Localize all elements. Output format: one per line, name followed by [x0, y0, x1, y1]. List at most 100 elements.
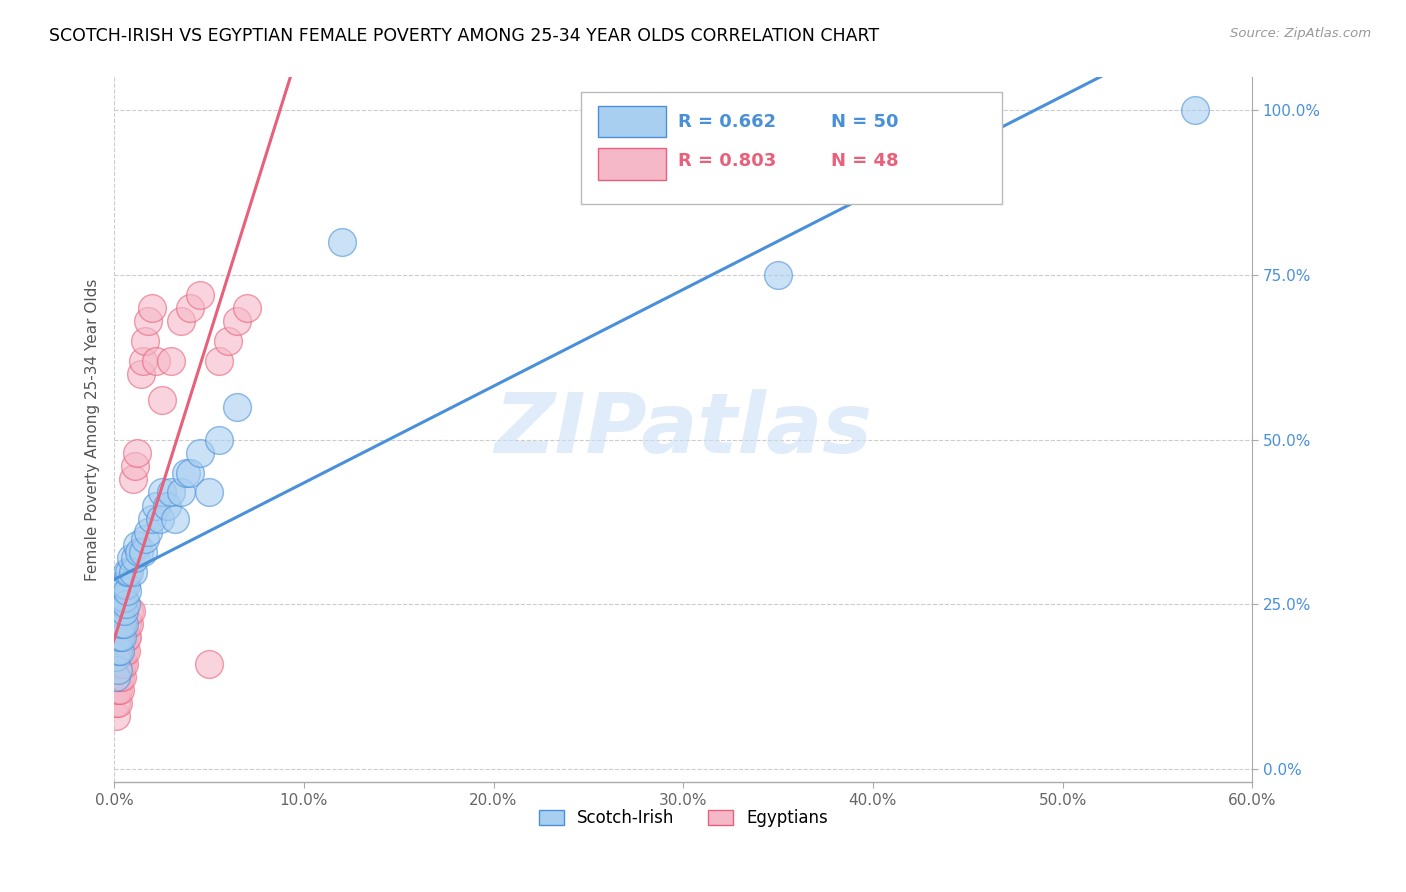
Text: ZIPatlas: ZIPatlas — [495, 390, 872, 470]
Point — [114, 578, 136, 592]
Point — [169, 314, 191, 328]
Point — [118, 565, 141, 579]
Point — [125, 538, 148, 552]
Point — [111, 657, 134, 671]
Point — [145, 353, 167, 368]
Point — [108, 683, 131, 698]
Point — [188, 288, 211, 302]
Point — [108, 643, 131, 657]
Point — [111, 643, 134, 657]
Point — [107, 657, 129, 671]
Point — [131, 545, 153, 559]
Point — [766, 268, 789, 282]
Point — [236, 301, 259, 315]
Point — [108, 591, 131, 605]
Point — [217, 334, 239, 348]
Text: N = 50: N = 50 — [831, 113, 898, 131]
Point — [105, 650, 128, 665]
Point — [134, 334, 156, 348]
Text: R = 0.662: R = 0.662 — [678, 113, 776, 131]
Point — [226, 314, 249, 328]
Point — [160, 485, 183, 500]
Point — [128, 545, 150, 559]
Text: R = 0.803: R = 0.803 — [678, 153, 776, 170]
Point — [149, 512, 172, 526]
Point — [111, 617, 134, 632]
Point — [118, 617, 141, 632]
Point — [160, 353, 183, 368]
Point — [107, 643, 129, 657]
Point — [120, 551, 142, 566]
Point — [112, 578, 135, 592]
Point — [134, 532, 156, 546]
Point — [1184, 103, 1206, 118]
Text: Source: ZipAtlas.com: Source: ZipAtlas.com — [1230, 27, 1371, 40]
Point — [330, 235, 353, 249]
Point — [105, 631, 128, 645]
Point — [105, 683, 128, 698]
Point — [108, 617, 131, 632]
Point — [156, 499, 179, 513]
Point — [107, 696, 129, 710]
Point — [129, 367, 152, 381]
Y-axis label: Female Poverty Among 25-34 Year Olds: Female Poverty Among 25-34 Year Olds — [86, 278, 100, 581]
Point — [105, 643, 128, 657]
Point — [107, 683, 129, 698]
Point — [108, 657, 131, 671]
Point — [136, 314, 159, 328]
Point — [207, 353, 229, 368]
Point — [169, 485, 191, 500]
Point — [108, 604, 131, 618]
Point — [141, 512, 163, 526]
Point — [131, 353, 153, 368]
Point — [145, 499, 167, 513]
Point — [198, 485, 221, 500]
Point — [107, 643, 129, 657]
Point — [125, 446, 148, 460]
Point — [111, 578, 134, 592]
Point — [179, 301, 201, 315]
Point — [122, 565, 145, 579]
Point — [120, 604, 142, 618]
Point — [174, 466, 197, 480]
Point — [107, 664, 129, 678]
FancyBboxPatch shape — [598, 148, 666, 179]
Point — [163, 512, 186, 526]
Text: N = 48: N = 48 — [831, 153, 898, 170]
Point — [107, 617, 129, 632]
Point — [117, 631, 139, 645]
Point — [124, 551, 146, 566]
Point — [141, 301, 163, 315]
Point — [105, 709, 128, 723]
Point — [112, 643, 135, 657]
Point — [114, 643, 136, 657]
Point — [114, 598, 136, 612]
FancyBboxPatch shape — [581, 92, 1002, 204]
Legend: Scotch-Irish, Egyptians: Scotch-Irish, Egyptians — [531, 803, 835, 834]
Point — [150, 485, 173, 500]
Point — [117, 617, 139, 632]
Point — [136, 524, 159, 539]
Point — [107, 670, 129, 684]
Point — [117, 584, 139, 599]
Point — [105, 657, 128, 671]
Point — [108, 670, 131, 684]
Point — [105, 670, 128, 684]
Point — [108, 643, 131, 657]
Point — [188, 446, 211, 460]
Point — [112, 591, 135, 605]
Point — [179, 466, 201, 480]
Point — [114, 631, 136, 645]
Point — [124, 459, 146, 474]
Point — [111, 598, 134, 612]
Point — [111, 670, 134, 684]
Point — [112, 604, 135, 618]
Text: SCOTCH-IRISH VS EGYPTIAN FEMALE POVERTY AMONG 25-34 YEAR OLDS CORRELATION CHART: SCOTCH-IRISH VS EGYPTIAN FEMALE POVERTY … — [49, 27, 879, 45]
Point — [150, 393, 173, 408]
Point — [111, 631, 134, 645]
Point — [107, 631, 129, 645]
Point — [198, 657, 221, 671]
Point — [226, 400, 249, 414]
Point — [117, 565, 139, 579]
Point — [118, 604, 141, 618]
